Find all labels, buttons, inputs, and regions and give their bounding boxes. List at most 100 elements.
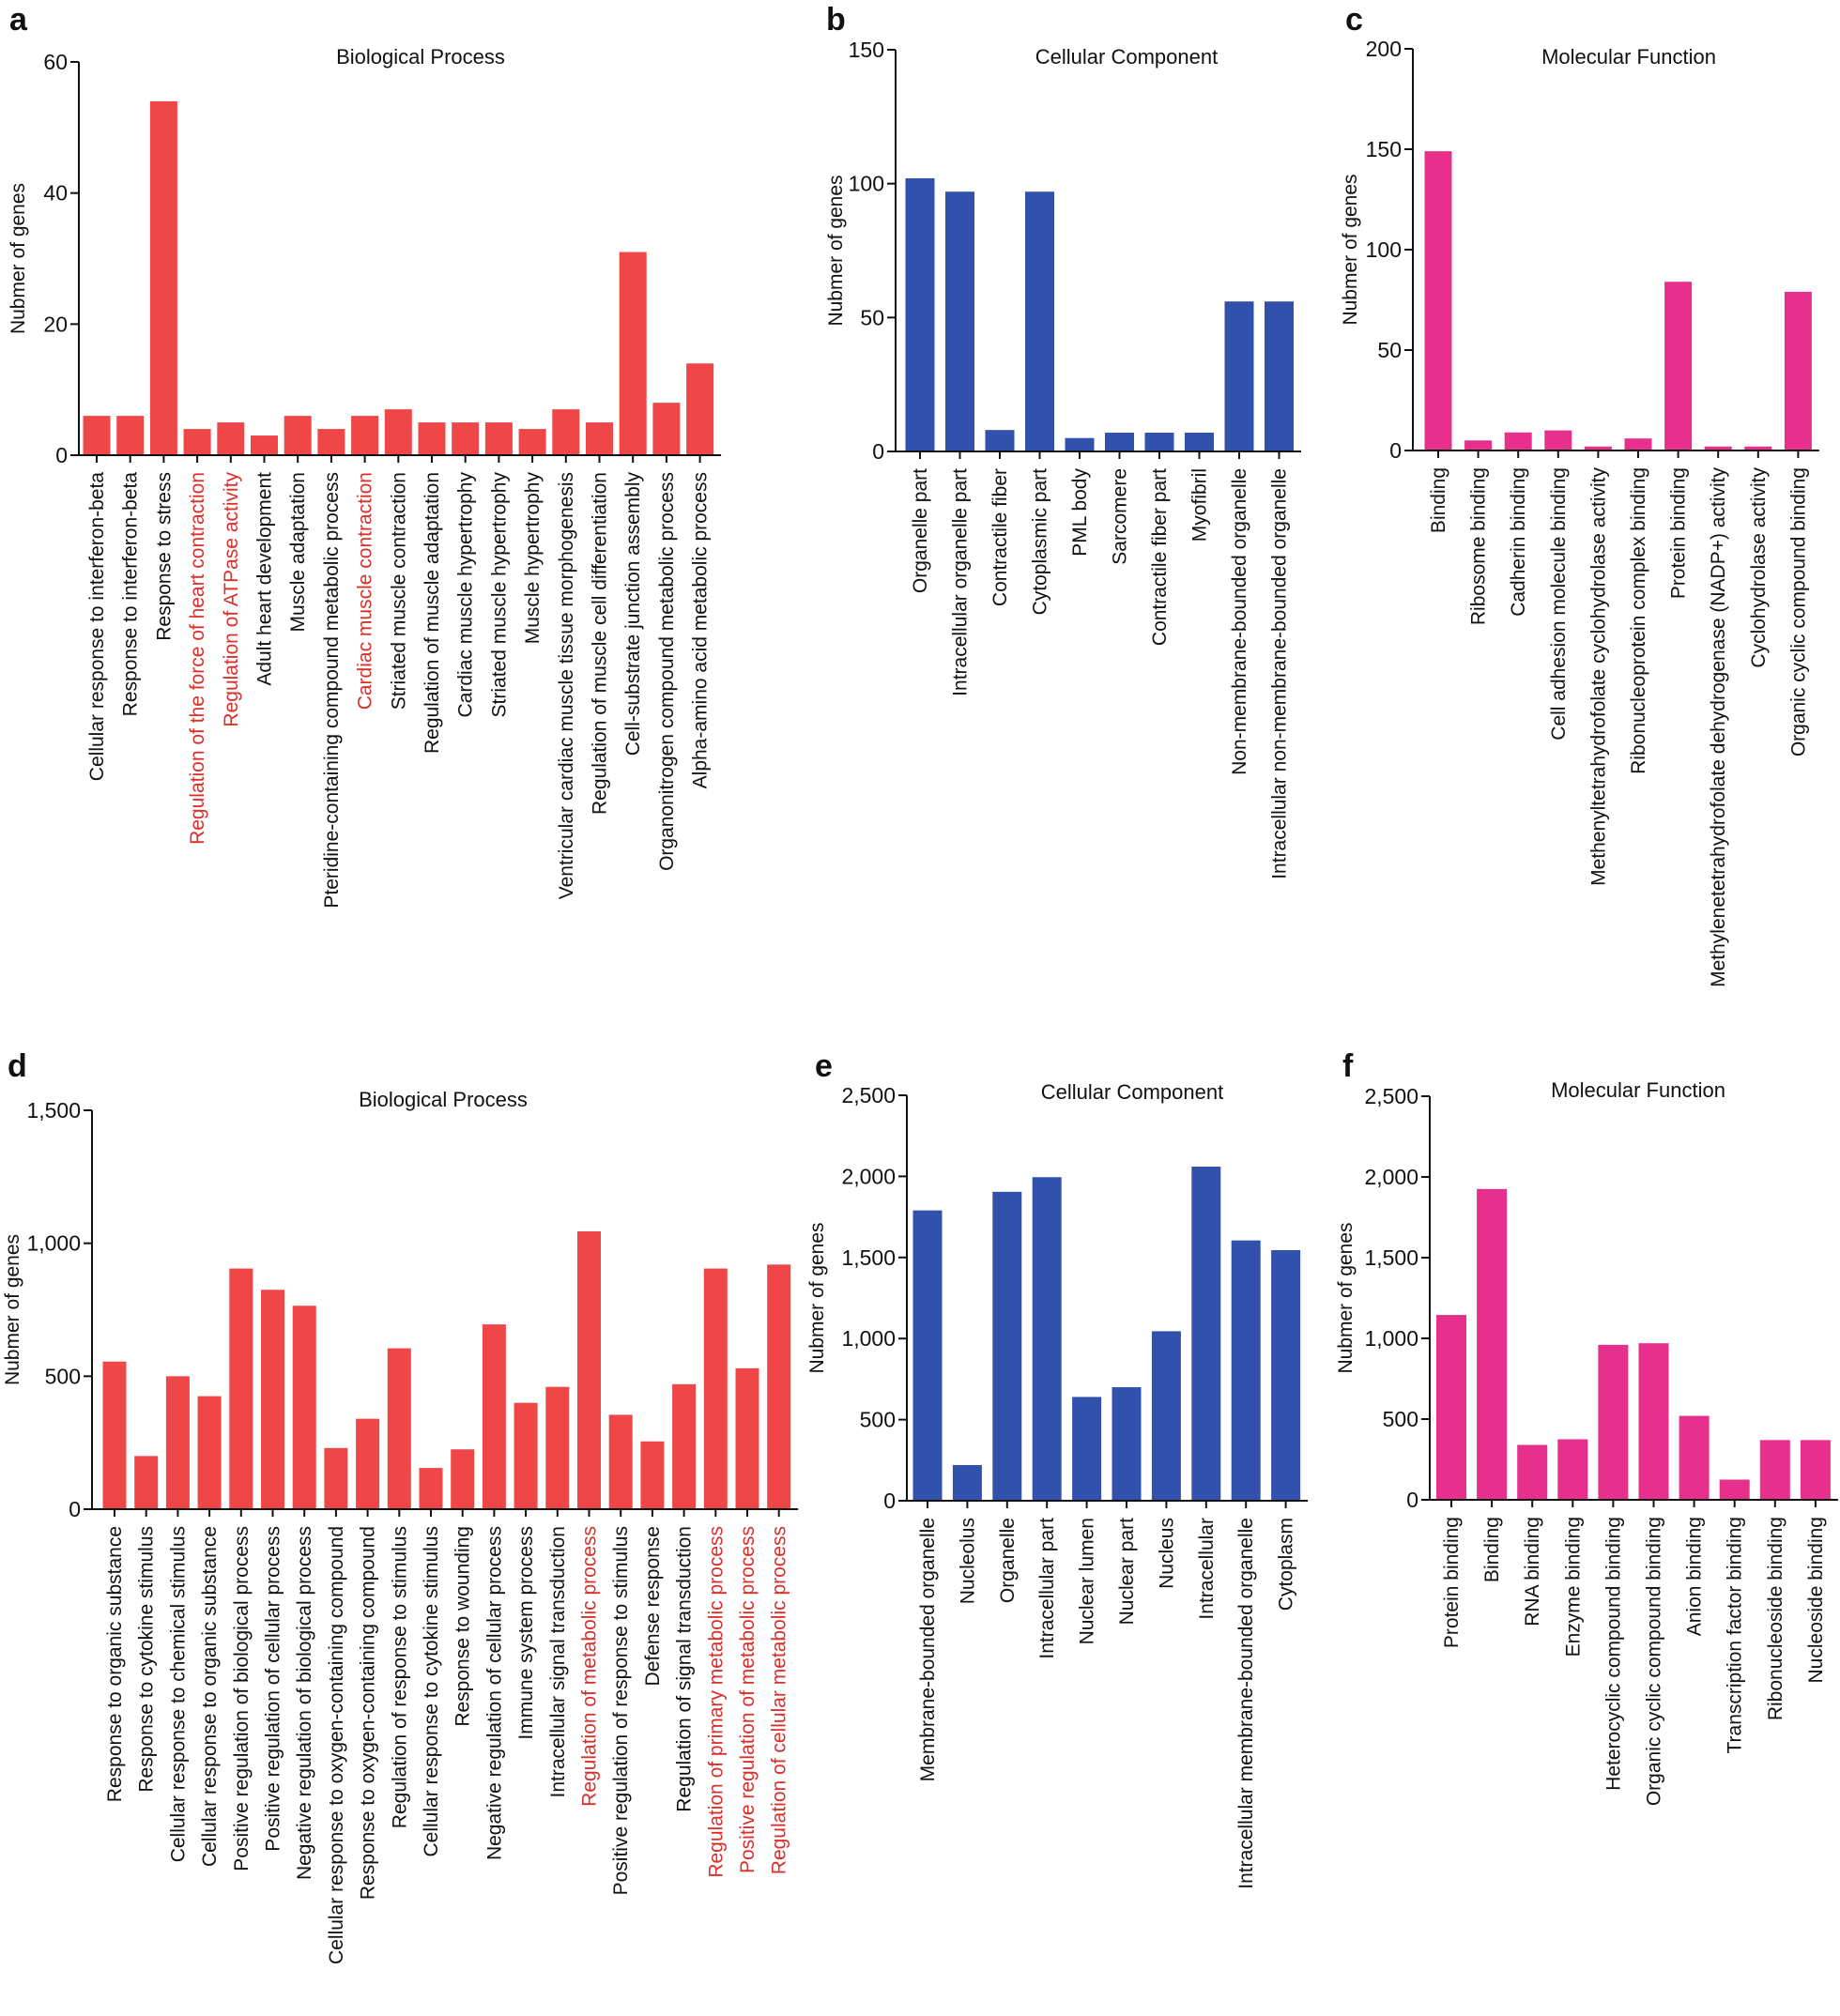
category-label: Cell-substrate junction assembly bbox=[622, 472, 644, 756]
category-label: RNA binding bbox=[1522, 1517, 1543, 1627]
y-axis-label: Nubmer of genes bbox=[825, 175, 847, 326]
category-label: Regulation of cellular metabolic process bbox=[769, 1526, 790, 1874]
category-label: Transcription factor binding bbox=[1725, 1517, 1746, 1754]
y-tick-label: 2,500 bbox=[841, 1083, 896, 1107]
bar bbox=[1185, 433, 1214, 451]
bar bbox=[912, 1210, 943, 1501]
bar bbox=[952, 1464, 982, 1501]
bar bbox=[1624, 438, 1652, 451]
bar bbox=[217, 422, 245, 455]
y-tick-label: 40 bbox=[43, 181, 68, 206]
category-label: Membrane-bounded organelle bbox=[917, 1518, 939, 1781]
chart-title: Biological Process bbox=[359, 1088, 528, 1111]
category-label: Response to interferon-beta bbox=[120, 472, 142, 717]
bar bbox=[418, 422, 446, 455]
category-label: Anion binding bbox=[1684, 1517, 1706, 1636]
bar bbox=[1224, 301, 1254, 451]
bar bbox=[619, 252, 647, 455]
y-tick-label: 0 bbox=[1406, 1488, 1418, 1512]
chart-panel-d: d Biological Process Nubmer of genes 0 500 1,… bbox=[2, 1048, 799, 1964]
bar bbox=[317, 429, 345, 455]
bar bbox=[165, 1376, 190, 1509]
bar bbox=[1151, 1331, 1181, 1501]
category-label: Regulation of metabolic process bbox=[579, 1526, 601, 1807]
y-axis-label: Nubmer of genes bbox=[1335, 1222, 1357, 1373]
y-tick-label: 150 bbox=[849, 38, 884, 62]
bar bbox=[1598, 1344, 1629, 1500]
y-tick-label: 50 bbox=[860, 305, 884, 329]
chart-panel-f: f Molecular Function Nubmer of genes 0 500 1,… bbox=[1335, 1048, 1838, 1806]
category-label: Methylenetetrahydrofolate dehydrogenase … bbox=[1708, 467, 1729, 987]
panel-letter: a bbox=[9, 2, 28, 38]
y-tick-label: 1,000 bbox=[26, 1231, 81, 1256]
category-label: Intracellular bbox=[1196, 1518, 1218, 1620]
category-label: Organonitrogen compound metabolic proces… bbox=[656, 472, 678, 871]
chart-title: Biological Process bbox=[336, 45, 505, 69]
category-label: Protein binding bbox=[1668, 467, 1690, 599]
category-label: Striated muscle contraction bbox=[388, 472, 409, 710]
y-tick-label: 60 bbox=[43, 50, 68, 74]
chart-panel-e: e Cellular Component Nubmer of genes 0 500 1,… bbox=[806, 1048, 1309, 1889]
bar bbox=[134, 1456, 159, 1509]
bar bbox=[1025, 191, 1054, 451]
y-tick-label: 1,500 bbox=[841, 1245, 896, 1270]
category-label: Positive regulation of metabolic process bbox=[737, 1526, 759, 1873]
y-tick-label: 2,500 bbox=[1364, 1084, 1418, 1108]
chart-panel-b: b Cellular Component Nubmer of genes 0 50 100… bbox=[825, 2, 1301, 879]
panel-letter: d bbox=[8, 1048, 27, 1084]
y-tick-label: 100 bbox=[849, 172, 884, 196]
category-label: Nucleolus bbox=[957, 1518, 978, 1604]
chart-title: Molecular Function bbox=[1541, 45, 1716, 69]
y-tick-label: 1,000 bbox=[1364, 1326, 1418, 1351]
panel-letter: e bbox=[815, 1048, 833, 1084]
bar bbox=[1105, 433, 1134, 451]
y-tick-label: 500 bbox=[1383, 1407, 1418, 1431]
chart-title: Molecular Function bbox=[1551, 1078, 1725, 1102]
bar bbox=[577, 1230, 601, 1509]
bar bbox=[703, 1268, 728, 1509]
bar bbox=[1191, 1167, 1221, 1501]
bar bbox=[767, 1264, 791, 1509]
y-tick-label: 0 bbox=[872, 439, 884, 464]
category-label: Regulation of ATPase activity bbox=[221, 472, 242, 727]
category-label: Ribosome binding bbox=[1468, 467, 1490, 625]
panel-letter: c bbox=[1345, 2, 1363, 38]
category-label: Positive regulation of biological proces… bbox=[231, 1526, 253, 1871]
category-label: Intracellular part bbox=[1036, 1518, 1058, 1659]
bar bbox=[686, 363, 714, 455]
y-tick-label: 0 bbox=[1389, 438, 1402, 463]
panel-letter: b bbox=[826, 2, 846, 38]
category-label: Binding bbox=[1481, 1517, 1503, 1582]
category-label: Cellular response to interferon-beta bbox=[86, 472, 108, 782]
chart-panel-a: a Biological Process Nubmer of genes 0 20 40 6… bbox=[8, 2, 722, 909]
category-label: Intracellular non-membrane-bounded organ… bbox=[1269, 468, 1291, 879]
category-label: Contractile fiber bbox=[989, 468, 1011, 606]
category-label: Positive regulation of response to stimu… bbox=[610, 1526, 632, 1895]
bar bbox=[652, 403, 681, 455]
bar bbox=[1231, 1240, 1261, 1501]
category-label: Organelle bbox=[997, 1518, 1019, 1603]
category-label: Cellular response to cytokine stimulus bbox=[421, 1526, 442, 1857]
bar bbox=[197, 1396, 222, 1509]
category-label: Ribonucleoprotein complex binding bbox=[1628, 467, 1649, 774]
category-label: Myofibril bbox=[1189, 468, 1211, 542]
category-label: Response to wounding bbox=[452, 1526, 474, 1727]
category-label: Nucleoside binding bbox=[1805, 1517, 1827, 1683]
category-label: Ribonucleoside binding bbox=[1765, 1517, 1786, 1720]
category-label: Intracellular membrane-bounded organelle bbox=[1235, 1518, 1257, 1889]
category-label: Binding bbox=[1428, 467, 1449, 533]
category-label: Organic cyclic compound binding bbox=[1644, 1517, 1665, 1806]
bar bbox=[451, 1449, 475, 1509]
bar bbox=[1664, 282, 1693, 451]
bar bbox=[945, 191, 974, 451]
bar bbox=[482, 1324, 506, 1509]
category-label: Cytoplasm bbox=[1276, 1518, 1297, 1611]
category-label: Methenyltetrahydrofolate cyclohydrolase … bbox=[1587, 467, 1609, 886]
bar bbox=[518, 429, 546, 455]
bar bbox=[183, 429, 211, 455]
bar bbox=[1464, 440, 1493, 451]
bar bbox=[1557, 1439, 1588, 1500]
bar bbox=[1144, 433, 1174, 451]
chart-title: Cellular Component bbox=[1041, 1080, 1223, 1104]
